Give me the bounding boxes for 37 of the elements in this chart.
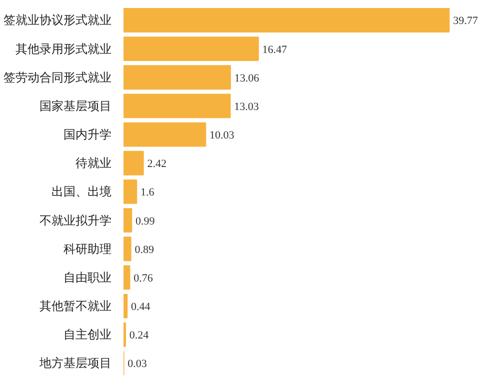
y-tick-label: 国内升学 bbox=[64, 128, 112, 142]
data-label: 0.24 bbox=[129, 330, 150, 342]
bar bbox=[124, 150, 144, 176]
y-tick-label: 自主创业 bbox=[64, 328, 112, 342]
y-tick-label: 国家基层项目 bbox=[40, 98, 112, 113]
data-label: 0.03 bbox=[128, 358, 148, 370]
bar bbox=[124, 8, 450, 32]
bar bbox=[124, 36, 259, 62]
data-label: 1.6 bbox=[140, 186, 155, 199]
bar bbox=[124, 65, 231, 90]
data-label: 39.77 bbox=[453, 15, 478, 28]
data-label: 0.89 bbox=[134, 244, 154, 256]
y-tick-label: 待就业 bbox=[76, 156, 112, 170]
data-label: 13.06 bbox=[234, 72, 260, 84]
y-tick-label: 地方基层项目 bbox=[38, 356, 112, 370]
bar bbox=[124, 208, 132, 233]
bar bbox=[124, 179, 138, 204]
data-label: 2.42 bbox=[147, 158, 166, 170]
y-tick-label: 签劳动合同形式就业 bbox=[4, 70, 112, 84]
y-tick-label: 不就业拟升学 bbox=[40, 213, 112, 228]
bar bbox=[124, 94, 231, 118]
data-label: 0.99 bbox=[136, 215, 156, 228]
bar bbox=[124, 122, 206, 147]
y-tick-label: 科研助理 bbox=[64, 242, 112, 256]
y-tick-label: 其他暂不就业 bbox=[40, 299, 112, 314]
data-label: 16.47 bbox=[262, 44, 288, 56]
data-label: 10.03 bbox=[210, 130, 235, 142]
bar bbox=[124, 265, 130, 290]
y-tick-label: 签就业协议形式就业 bbox=[4, 13, 112, 28]
bar bbox=[124, 236, 132, 262]
y-tick-label: 自由职业 bbox=[64, 270, 112, 284]
data-label: 0.44 bbox=[131, 301, 151, 314]
data-label: 13.03 bbox=[234, 100, 260, 113]
data-label: 0.76 bbox=[134, 272, 154, 284]
y-tick-label: 出国、出境 bbox=[52, 184, 112, 199]
y-tick-label: 其他录用形式就业 bbox=[16, 42, 112, 56]
bar bbox=[124, 294, 128, 318]
